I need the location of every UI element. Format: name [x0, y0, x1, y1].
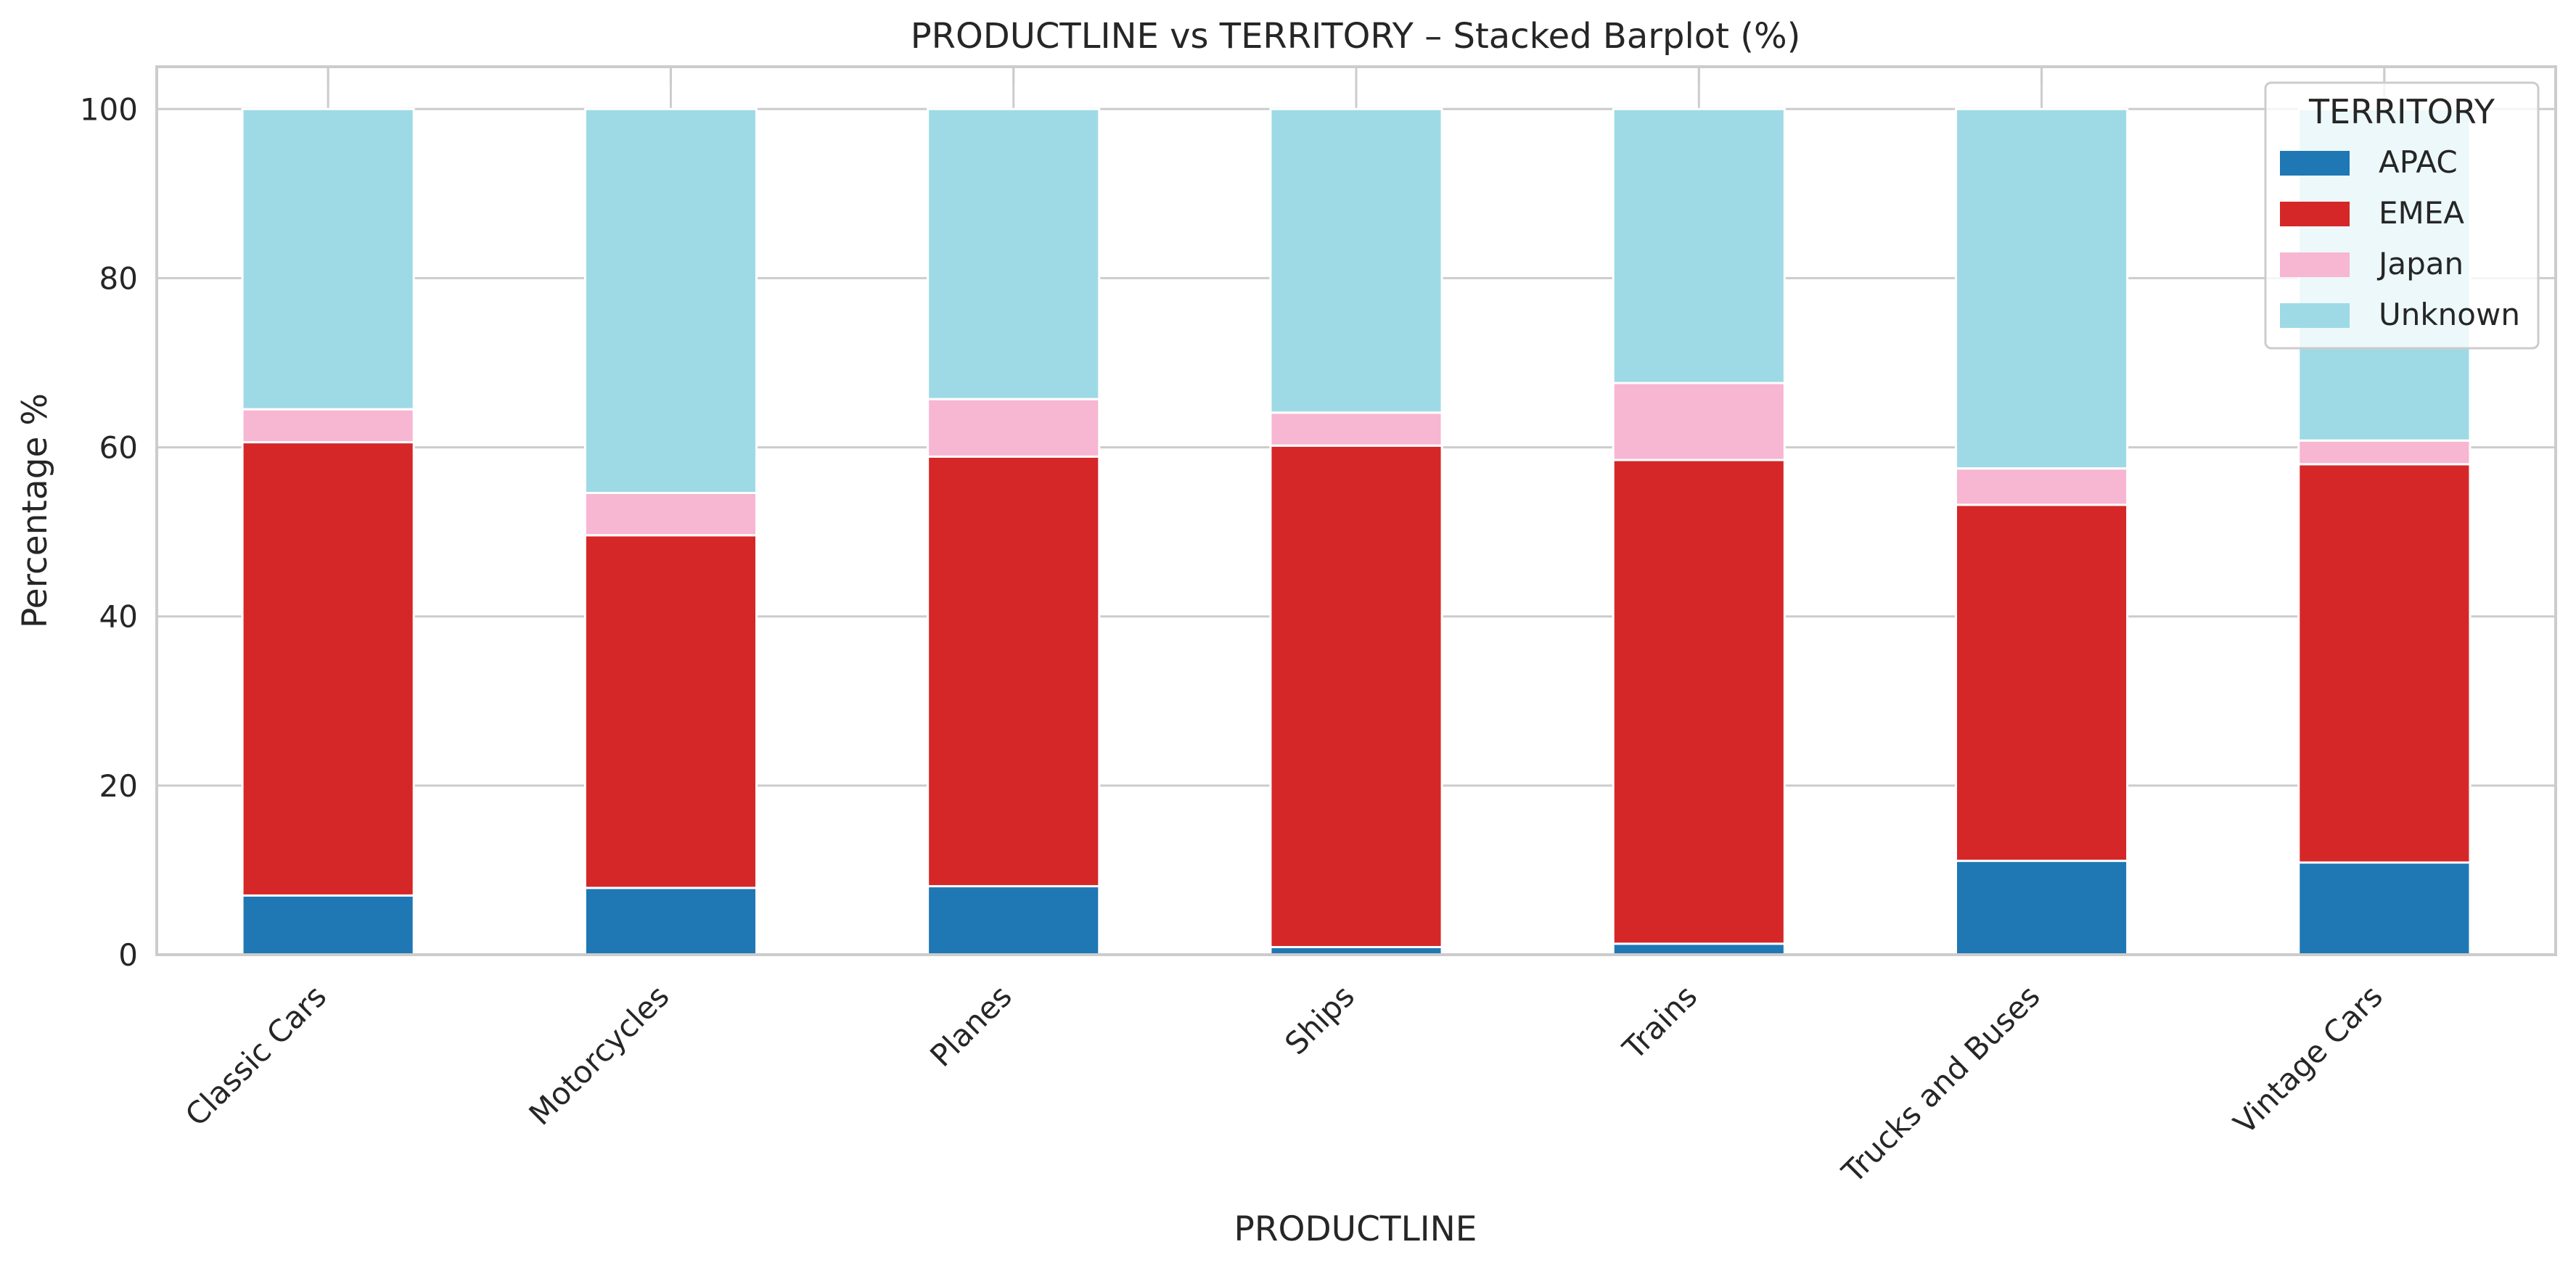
legend-box: [2264, 81, 2540, 350]
y-tick-label: 80: [99, 260, 138, 296]
bar-segment: [241, 894, 415, 956]
x-tick-label: Trucks and Buses: [1834, 978, 2046, 1190]
bar-segment: [583, 534, 758, 889]
x-tick-label: Classic Cars: [179, 978, 333, 1132]
x-tick-label: Ships: [1278, 978, 1361, 1061]
bar-segment: [583, 887, 758, 956]
bar-segment: [927, 107, 1101, 400]
bar-segment: [1612, 942, 1786, 956]
y-tick-label: 0: [118, 937, 138, 973]
bar-segment: [241, 408, 415, 444]
bars: [241, 107, 2472, 956]
bar-segment: [1612, 382, 1786, 461]
legend-entry-label: Japan: [2376, 246, 2464, 281]
bar-segment: [1955, 467, 2129, 506]
y-tick-label: 100: [80, 91, 138, 127]
x-tick-label: Motorcycles: [522, 978, 676, 1132]
bar-segment: [1612, 107, 1786, 384]
legend-swatch: [2280, 252, 2350, 277]
y-tick-label: 40: [99, 599, 138, 635]
x-axis-label: PRODUCTLINE: [1234, 1209, 1477, 1249]
bar-segment: [1269, 411, 1443, 447]
x-tick-label: Planes: [923, 978, 1019, 1074]
bar-segment: [927, 398, 1101, 458]
bar-segment: [2297, 439, 2472, 466]
bar-segment: [1269, 107, 1443, 414]
bar-segment: [583, 107, 758, 495]
bar-segment: [927, 455, 1101, 888]
legend-entry-label: EMEA: [2379, 195, 2464, 231]
legend-swatch: [2280, 303, 2350, 328]
x-tick-label: Vintage Cars: [2227, 978, 2390, 1140]
bar-segment: [2297, 861, 2472, 956]
bar-segment: [1612, 458, 1786, 945]
y-tick-label: 20: [99, 768, 138, 804]
bar-segment: [2297, 463, 2472, 864]
bar-segment: [241, 107, 415, 411]
legend-swatch: [2280, 202, 2350, 226]
legend: TERRITORY APAC EMEA Japan Unknown: [2264, 81, 2540, 350]
bar-segment: [927, 885, 1101, 956]
legend-swatch: [2280, 151, 2350, 176]
y-axis-label: Percentage %: [15, 393, 55, 628]
bar-segment: [583, 492, 758, 537]
legend-entry-label: APAC: [2379, 144, 2458, 180]
bar-segment: [241, 441, 415, 897]
y-tick-label: 60: [99, 430, 138, 466]
bar-segment: [1269, 444, 1443, 949]
legend-title: TERRITORY: [2308, 92, 2495, 131]
bar-segment: [1955, 503, 2129, 863]
legend-entry-label: Unknown: [2379, 297, 2520, 332]
chart-title: PRODUCTLINE vs TERRITORY – Stacked Barpl…: [911, 16, 1801, 57]
bar-segment: [1955, 107, 2129, 470]
bar-segment: [1955, 860, 2129, 956]
x-tick-label: Trains: [1615, 978, 1704, 1066]
